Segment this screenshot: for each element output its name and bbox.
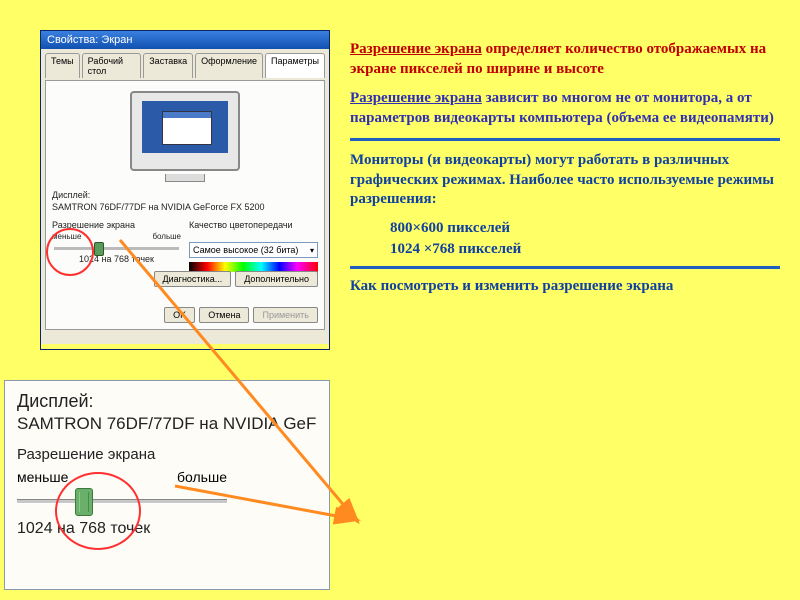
monitor-icon [130,91,240,171]
tab-settings[interactable]: Параметры [265,53,325,78]
display-properties-dialog: Свойства: Экран Темы Рабочий стол Застав… [40,30,330,350]
zoom-res-max: больше [177,469,227,485]
quality-group: Качество цветопередачи Самое высокое (32… [189,220,318,272]
zoom-display-name: SAMTRON 76DF/77DF на NVIDIA GeForce F) [17,414,317,434]
monitor-preview [52,87,318,182]
tab-appearance[interactable]: Оформление [195,53,263,78]
dialog-body: Темы Рабочий стол Заставка Оформление Па… [41,49,329,344]
zoom-resolution-group: Разрешение экрана меньше больше 1024 на … [17,446,227,538]
tab-screensaver[interactable]: Заставка [143,53,193,78]
dialog-title: Свойства: Экран [47,34,132,46]
advanced-button[interactable]: Дополнительно [235,271,318,287]
resolution-group: Разрешение экрана меньше больше 1024 на … [52,220,181,272]
divider-1 [350,138,780,141]
text-column: Разрешение экрана определяет количество … [350,40,780,306]
para-3: Мониторы (и видеокарты) могут работать в… [350,151,780,210]
slider-thumb[interactable] [94,242,104,256]
diagnostics-button[interactable]: Диагностика... [154,271,232,287]
res-max: больше [152,232,181,241]
para-4: Как посмотреть и изменить разрешение экр… [350,277,780,297]
tab-strip: Темы Рабочий стол Заставка Оформление Па… [45,53,325,78]
display-label: Дисплей: [52,190,318,200]
dialog-titlebar[interactable]: Свойства: Экран [41,31,329,49]
resolution-item-2: 1024 ×768 пикселей [390,241,780,258]
quality-dropdown[interactable]: Самое высокое (32 бита) ▾ [189,242,318,258]
cancel-button[interactable]: Отмена [199,307,249,323]
para-1: Разрешение экрана определяет количество … [350,40,780,79]
resolution-item-1: 800×600 пикселей [390,220,780,237]
dialog-buttons: OK Отмена Применить [164,307,318,323]
para1-keyword: Разрешение экрана [350,41,482,57]
ok-button[interactable]: OK [164,307,195,323]
para-2: Разрешение экрана зависит во многом не о… [350,89,780,128]
zoom-res-label: Разрешение экрана [17,446,227,463]
settings-panel: Дисплей: SAMTRON 76DF/77DF на NVIDIA GeF… [45,80,325,330]
zoom-panel: Дисплей: SAMTRON 76DF/77DF на NVIDIA GeF… [4,380,330,590]
zoom-res-min: меньше [17,469,68,485]
quality-value: Самое высокое (32 бита) [193,245,298,255]
quality-label: Качество цветопередачи [189,220,318,230]
tab-desktop[interactable]: Рабочий стол [82,53,142,78]
para2-keyword: Разрешение экрана [350,90,482,106]
annotation-circle [46,228,94,276]
divider-2 [350,266,780,269]
apply-button[interactable]: Применить [253,307,318,323]
chevron-down-icon: ▾ [310,246,314,255]
side-buttons: Диагностика... Дополнительно [154,271,318,287]
zoom-display-label: Дисплей: [17,391,317,412]
tab-themes[interactable]: Темы [45,53,80,78]
zoom-annotation-circle [55,472,141,550]
resolution-list: 800×600 пикселей 1024 ×768 пикселей [390,220,780,258]
display-name: SAMTRON 76DF/77DF на NVIDIA GeForce FX 5… [52,202,318,212]
